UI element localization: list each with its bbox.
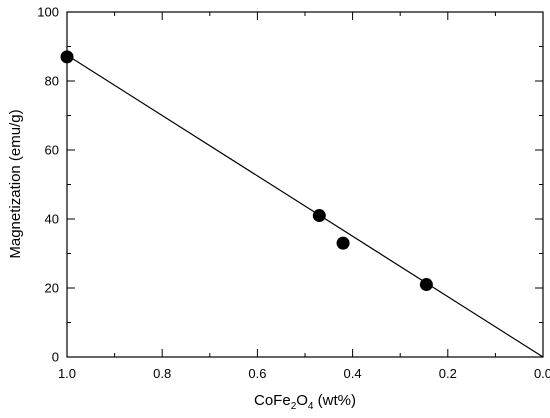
- x-tick-label: 0.2: [439, 366, 457, 381]
- data-point: [60, 50, 74, 64]
- y-tick-label: 40: [45, 212, 59, 227]
- x-tick-label: 0.8: [153, 366, 171, 381]
- fit-line: [66, 54, 544, 358]
- y-tick-label: 100: [37, 5, 59, 20]
- y-tick-label: 80: [45, 74, 59, 89]
- y-tick-label: 60: [45, 143, 59, 158]
- y-tick-label: 0: [52, 350, 59, 365]
- data-point: [312, 209, 326, 223]
- data-marks: [60, 50, 544, 358]
- x-tick-label: 1.0: [58, 366, 76, 381]
- x-axis-title: CoFe2O4 (wt%): [254, 392, 356, 412]
- x-tick-label: 0.6: [248, 366, 266, 381]
- x-tick-label: 0.4: [344, 366, 362, 381]
- data-point: [336, 236, 350, 250]
- y-axis-title: Magnetization (emu/g): [7, 109, 24, 258]
- data-point: [419, 278, 433, 292]
- x-tick-label: 0.0: [534, 366, 550, 381]
- plot-frame: [66, 11, 544, 358]
- axis-ticks: 1.0 0.8 0.6 0.4 0.2 0.0 0 20 40 60 80 100: [37, 5, 550, 382]
- y-tick-label: 20: [45, 281, 59, 296]
